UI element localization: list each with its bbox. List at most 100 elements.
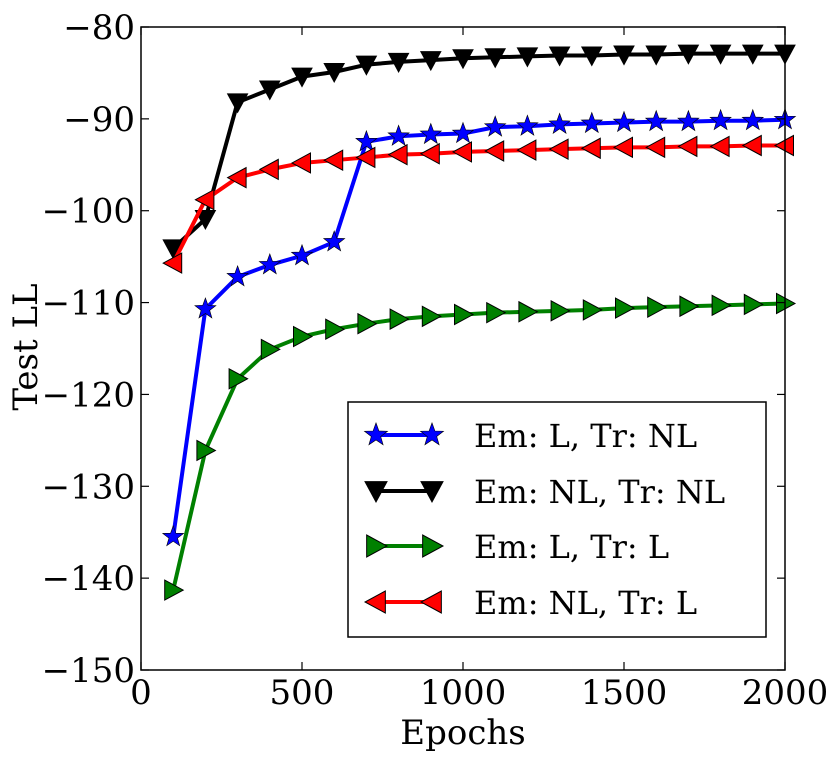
data-point-marker (260, 338, 281, 361)
data-point-marker (580, 46, 603, 67)
data-point-marker (679, 295, 700, 318)
data-point-marker (483, 115, 507, 137)
y-axis-label: Test LL (6, 283, 46, 410)
data-point-marker (550, 300, 571, 322)
y-tick-label: −140 (42, 559, 135, 599)
data-point-marker (194, 297, 217, 319)
data-point-marker (516, 47, 539, 68)
data-point-marker (422, 534, 445, 558)
axis-ticks: 0 500 1000 1500 2000 −150 −140 −130 −120 −110 −100… (42, 8, 829, 713)
data-point-marker (357, 312, 378, 335)
series-line (171, 143, 785, 264)
data-point-marker (258, 253, 282, 275)
data-point-marker (226, 166, 247, 189)
data-point-marker (709, 44, 732, 65)
data-point-marker (161, 524, 185, 547)
data-point-marker (454, 303, 475, 326)
data-point-marker (290, 152, 311, 174)
legend-entry: Em: NL, Tr: NL (364, 473, 725, 511)
x-tick-label: 2000 (742, 673, 829, 713)
x-axis-label: Epochs (400, 713, 525, 753)
data-point-marker (389, 308, 410, 330)
legend-label: Em: NL, Tr: L (474, 584, 697, 622)
data-point-marker (645, 136, 666, 159)
data-point-marker (226, 264, 249, 287)
y-tick-label: −120 (42, 375, 135, 415)
legend-label: Em: L, Tr: L (474, 528, 669, 566)
data-point-marker (363, 422, 389, 446)
data-point-marker (419, 122, 443, 145)
data-point-marker (325, 318, 346, 341)
series-em-nl-tr-l (162, 134, 794, 274)
data-point-marker (421, 305, 442, 328)
data-point-marker (612, 110, 636, 133)
data-point-marker (580, 111, 604, 134)
data-point-marker (291, 67, 313, 88)
data-point-marker (366, 534, 389, 558)
data-point-marker (647, 296, 668, 318)
data-point-marker (741, 108, 765, 131)
data-point-marker (419, 51, 442, 72)
data-point-marker (196, 439, 217, 462)
data-point-marker (711, 294, 732, 317)
data-point-marker (387, 124, 410, 146)
x-tick-label: 500 (270, 673, 335, 713)
legend-label: Em: NL, Tr: NL (474, 473, 725, 511)
data-point-marker (355, 55, 378, 76)
y-tick-label: −150 (42, 651, 135, 691)
data-point-marker (194, 209, 217, 231)
data-point-marker (363, 590, 386, 614)
data-point-marker (484, 48, 507, 69)
data-point-marker (452, 49, 474, 70)
series-layer (161, 44, 797, 601)
data-point-marker (518, 300, 539, 323)
legend-entry: Em: NL, Tr: L (363, 584, 697, 622)
data-point-marker (226, 93, 249, 114)
y-tick-label: −90 (63, 100, 135, 140)
data-point-marker (709, 108, 732, 131)
legend-label: Em: L, Tr: NL (474, 417, 697, 455)
data-point-marker (419, 142, 440, 165)
data-point-marker (364, 481, 388, 504)
x-tick-label: 1500 (581, 673, 668, 713)
data-point-marker (677, 135, 698, 158)
data-point-marker (323, 149, 344, 172)
data-point-marker (420, 481, 444, 504)
data-point-marker (258, 80, 281, 101)
data-point-marker (451, 121, 475, 144)
data-point-marker (548, 46, 571, 67)
data-point-marker (484, 140, 505, 162)
data-point-marker (355, 146, 376, 169)
data-point-marker (451, 141, 472, 163)
data-point-marker (580, 137, 601, 160)
data-point-marker (612, 136, 633, 159)
data-point-marker (419, 422, 445, 446)
y-tick-label: −100 (42, 192, 135, 232)
data-point-marker (419, 590, 442, 614)
data-point-marker (644, 109, 668, 132)
data-point-marker (516, 114, 539, 136)
data-point-marker (613, 45, 635, 66)
data-point-marker (355, 129, 378, 152)
data-point-marker (322, 230, 346, 252)
data-point-marker (709, 135, 730, 158)
data-point-marker (677, 44, 700, 65)
data-point-marker (645, 45, 668, 66)
legend-entry: Em: L, Tr: L (366, 528, 669, 566)
data-point-marker (387, 143, 408, 166)
data-point-marker (164, 579, 185, 601)
series-em-l-tr-l (164, 292, 797, 601)
data-point-marker (162, 252, 183, 274)
data-point-marker (582, 299, 603, 321)
data-point-marker (486, 301, 507, 324)
data-point-marker (548, 112, 571, 134)
data-point-marker (741, 44, 764, 65)
data-point-marker (677, 109, 700, 132)
data-point-marker (228, 367, 249, 390)
data-point-marker (387, 52, 410, 73)
data-point-marker (741, 134, 762, 157)
legend-entry: Em: L, Tr: NL (363, 417, 697, 455)
x-tick-label: 0 (130, 673, 152, 713)
data-point-marker (548, 138, 569, 161)
data-point-marker (293, 325, 314, 348)
